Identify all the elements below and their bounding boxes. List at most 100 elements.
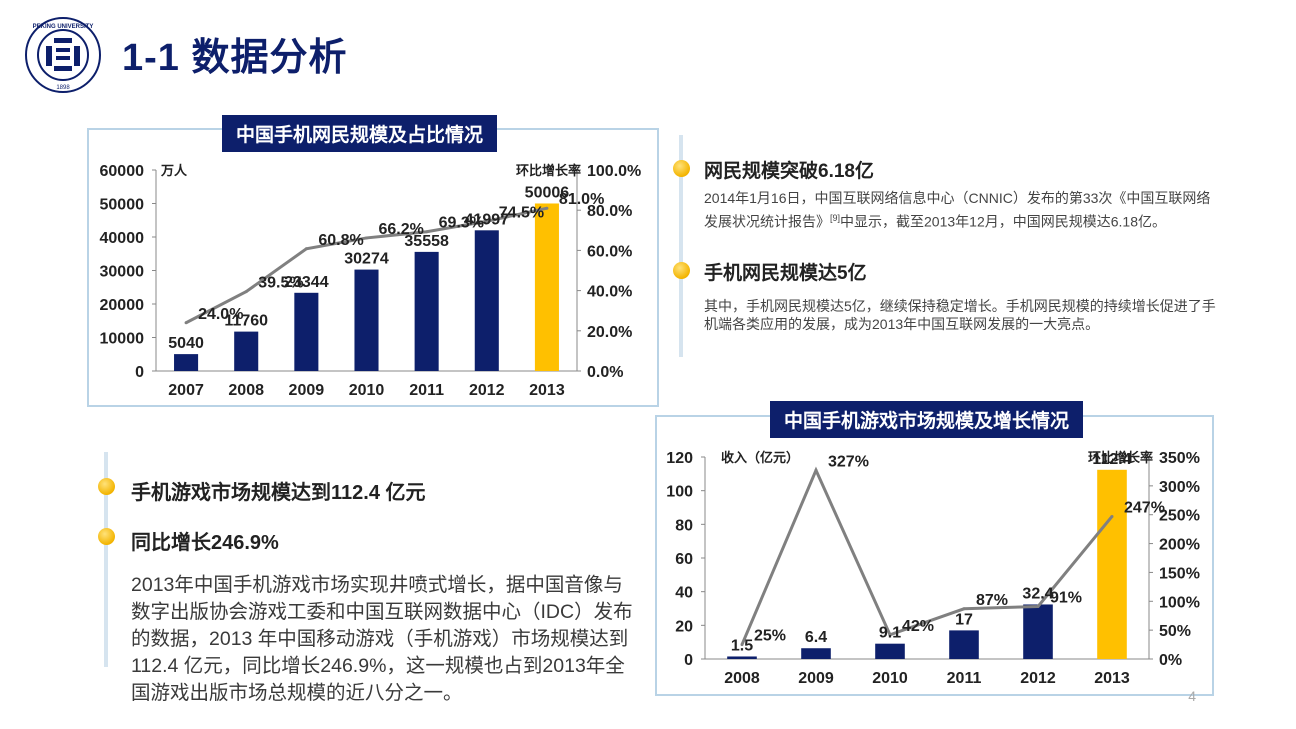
y2-tick-label: 100.0% bbox=[587, 163, 641, 180]
y-tick-label: 0 bbox=[684, 652, 693, 669]
growth-value-label: 247% bbox=[1124, 499, 1165, 516]
x-tick-label: 2009 bbox=[289, 382, 325, 399]
line-point bbox=[962, 607, 966, 611]
university-logo: PEKING UNIVERSITY 1898 bbox=[25, 17, 101, 93]
line-point bbox=[1110, 514, 1114, 518]
bar bbox=[354, 269, 379, 371]
growth-value-label: 25% bbox=[754, 628, 786, 645]
bar-value-label: 30274 bbox=[344, 251, 389, 268]
x-tick-label: 2011 bbox=[409, 382, 444, 399]
divider-line bbox=[679, 135, 683, 357]
line-point bbox=[814, 468, 818, 472]
x-tick-label: 2012 bbox=[469, 382, 505, 399]
growth-value-label: 87% bbox=[976, 592, 1008, 609]
growth-value-label: 66.2% bbox=[379, 221, 424, 238]
x-tick-label: 2010 bbox=[872, 670, 908, 687]
line-point bbox=[545, 206, 549, 210]
bar bbox=[414, 251, 439, 371]
left-unit-label: 万人 bbox=[160, 163, 188, 178]
bar bbox=[949, 630, 979, 659]
chart-mobile-games-title: 中国手机游戏市场规模及增长情况 bbox=[770, 401, 1084, 438]
growth-value-label: 60.8% bbox=[318, 232, 363, 249]
y2-tick-label: 80.0% bbox=[587, 203, 632, 220]
bar bbox=[234, 331, 259, 371]
growth-value-label: 39.5% bbox=[258, 275, 303, 292]
x-tick-label: 2010 bbox=[349, 382, 385, 399]
bar-value-label: 50006 bbox=[525, 184, 570, 201]
bar-value-label: 23344 bbox=[284, 274, 329, 291]
bullet-icon bbox=[673, 262, 690, 279]
bar-value-label: 41997 bbox=[465, 211, 510, 228]
reference-mark[interactable]: [9] bbox=[830, 213, 841, 223]
bar bbox=[474, 230, 499, 371]
bar bbox=[875, 643, 905, 659]
bar-value-label: 32.4 bbox=[1022, 585, 1053, 602]
bar-value-label: 6.4 bbox=[805, 629, 827, 646]
y2-tick-label: 0% bbox=[1159, 652, 1182, 669]
x-tick-label: 2011 bbox=[947, 670, 982, 687]
bar-value-label: 35558 bbox=[404, 233, 449, 250]
page-title: 1-1 数据分析 bbox=[122, 37, 348, 79]
x-tick-label: 2012 bbox=[1020, 670, 1056, 687]
y-tick-label: 20 bbox=[675, 618, 693, 635]
y2-tick-label: 300% bbox=[1159, 479, 1200, 496]
y-tick-label: 20000 bbox=[100, 297, 145, 314]
line-point bbox=[365, 236, 368, 240]
bullet-icon bbox=[98, 478, 115, 495]
line-point bbox=[244, 290, 248, 294]
logo-year: 1898 bbox=[56, 85, 70, 91]
bullet-icon bbox=[98, 528, 115, 545]
bar bbox=[534, 203, 559, 371]
x-tick-label: 2008 bbox=[724, 670, 760, 687]
y-tick-label: 60000 bbox=[100, 163, 145, 180]
bar-value-label: 1.5 bbox=[731, 637, 753, 654]
bar bbox=[727, 656, 757, 659]
y-tick-label: 100 bbox=[666, 484, 693, 501]
games-paragraph: 2013年中国手机游戏市场实现井喷式增长，据中国音像与数字出版协会游戏工委和中国… bbox=[131, 574, 633, 704]
growth-value-label: 42% bbox=[902, 618, 934, 635]
bar-value-label: 9.1 bbox=[879, 625, 901, 642]
growth-value-label: 327% bbox=[828, 453, 869, 470]
x-tick-label: 2007 bbox=[168, 382, 204, 399]
games-market-heading: 手机游戏市场规模达到112.4 亿元 bbox=[131, 482, 426, 504]
line-point bbox=[740, 643, 744, 647]
y2-tick-label: 60.0% bbox=[587, 243, 632, 260]
bar-value-label: 112.4 bbox=[1092, 451, 1131, 468]
bullet-icon bbox=[673, 160, 690, 177]
netizens-text-a: 2014年1月16日，中国互联网络信息中心（CNNIC）发布的第33次《中国互联… bbox=[704, 190, 1211, 230]
x-tick-label: 2013 bbox=[529, 382, 565, 399]
y-tick-label: 10000 bbox=[100, 331, 145, 348]
y2-tick-label: 40.0% bbox=[587, 284, 632, 301]
y-tick-label: 50000 bbox=[100, 197, 145, 214]
y-tick-label: 0 bbox=[135, 364, 144, 381]
divider-line bbox=[104, 452, 108, 667]
mobile-netizens-paragraph: 其中，手机网民规模达5亿，继续保持稳定增长。手机网民规模的持续增长促进了手机端各… bbox=[704, 298, 1216, 332]
y2-tick-label: 350% bbox=[1159, 450, 1200, 467]
growth-value-label: 24.0% bbox=[198, 306, 243, 323]
chart-mobile-games: 0 20 40 60 80 100 120 0% 50% 100% 150% 200% 250% 300%… bbox=[666, 450, 1200, 687]
y-tick-label: 30000 bbox=[100, 264, 145, 281]
y2-tick-label: 50% bbox=[1159, 623, 1191, 640]
y2-tick-label: 250% bbox=[1159, 508, 1200, 525]
netizens-heading: 网民规模突破6.18亿 bbox=[704, 161, 874, 182]
logo-text: PEKING UNIVERSITY bbox=[33, 24, 94, 30]
x-tick-label: 2008 bbox=[228, 382, 264, 399]
right-unit-label: 环比增长率 bbox=[516, 163, 581, 178]
line-point bbox=[888, 633, 892, 637]
y-tick-label: 40000 bbox=[100, 230, 145, 247]
bar bbox=[801, 648, 831, 659]
y2-tick-label: 100% bbox=[1159, 594, 1200, 611]
y-tick-label: 120 bbox=[666, 450, 693, 467]
bar-value-label: 11760 bbox=[224, 313, 268, 330]
bar bbox=[294, 292, 319, 371]
growth-line bbox=[740, 466, 1114, 646]
line-point bbox=[1036, 604, 1040, 608]
netizens-paragraph: 2014年1月16日，中国互联网络信息中心（CNNIC）发布的第33次《中国互联… bbox=[704, 188, 1219, 232]
mobile-netizens-heading: 手机网民规模达5亿 bbox=[704, 263, 867, 284]
y-tick-label: 80 bbox=[675, 517, 693, 534]
page-number: 4 bbox=[1188, 688, 1196, 704]
line-point bbox=[304, 247, 308, 251]
bar bbox=[1097, 469, 1127, 659]
y2-tick-label: 150% bbox=[1159, 565, 1200, 582]
x-tick-label: 2009 bbox=[798, 670, 834, 687]
